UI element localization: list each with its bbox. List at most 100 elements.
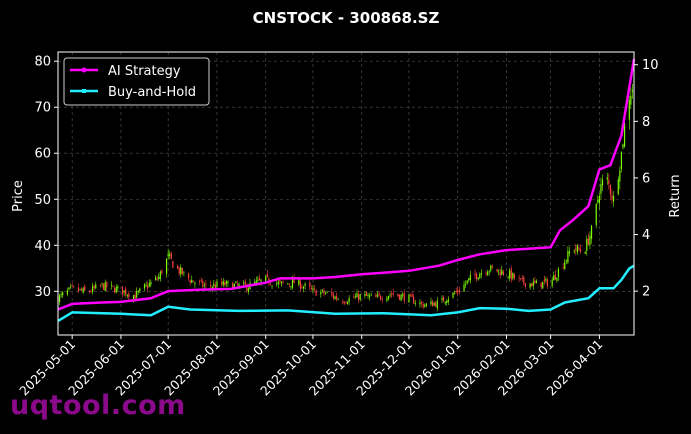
candle-body [441,297,443,300]
candle-body [291,279,294,289]
candle-body [92,286,94,292]
candle-body [214,284,216,288]
left-axis-ticks: 30 40 50 60 70 80 [34,55,58,300]
candle-body [477,277,479,280]
candle-body [342,301,344,304]
candle-body [66,290,69,295]
candle-body [277,282,279,285]
candle-body [608,179,610,185]
candle-body [309,282,311,287]
candle-body [310,287,312,289]
plot-frame [57,51,635,336]
candle-body [200,280,202,281]
candle-body [265,275,267,282]
candle-body [258,278,261,281]
candle-body [534,280,536,283]
candle-body [324,293,327,294]
return-lines [57,58,636,322]
candle-body [147,285,149,289]
candle-body [99,285,102,287]
candle-body [337,299,339,301]
candle-body [290,286,292,287]
y-tick-label: 50 [34,193,51,208]
candle-body [77,287,80,292]
candle-body [365,292,368,297]
candle-body [479,274,481,279]
candle-body [436,300,438,309]
candle-body [158,276,160,280]
candle-body [480,272,482,275]
candle-body [58,295,61,302]
candle-body [246,284,248,291]
candle-body [81,288,83,291]
candle-body [213,283,215,287]
candle-body [323,290,325,294]
candle-body [611,195,613,199]
candle-body [524,283,527,288]
candle-body [148,283,150,287]
candle-body [617,179,619,195]
candle-body [584,252,586,254]
candle-body [556,277,558,281]
candle-body [346,302,349,304]
candle-body [357,294,360,300]
candle-body [586,239,588,251]
candle-body [465,283,467,285]
candle-body [288,283,290,285]
legend-label-buy-and-hold: Buy-and-Hold [108,85,196,100]
candle-body [590,225,593,239]
candle-body [490,265,492,271]
candle-body [62,292,64,296]
candle-body [568,251,571,254]
candle-body [69,286,72,288]
candle-body [332,294,335,298]
legend-marker-buy-and-hold [82,89,86,93]
candle-body [466,280,468,284]
candle-body [235,281,237,283]
candle-body [469,275,471,281]
candle-body [487,271,489,276]
candle-body [452,292,454,298]
candle-body [128,293,130,298]
candle-body [126,294,128,296]
candle-body [458,290,460,292]
candle-body [191,279,193,283]
candle-body [422,304,424,308]
candle-body [589,235,591,246]
candle-body [501,270,503,275]
candle-body [233,283,235,288]
candle-body [156,278,158,280]
candle-body [225,281,227,285]
candle-body [222,281,224,286]
candle-body [255,280,257,284]
candle-body [95,284,97,289]
candle-body [211,287,213,289]
candle-body [455,291,457,293]
candle-body [112,285,114,287]
candle-body [134,294,136,299]
candle-body [389,294,391,296]
y2-tick-label: 2 [642,285,650,300]
candle-body [266,274,268,277]
candle-body [293,277,295,284]
candle-body [280,281,283,284]
candle-body [301,287,303,288]
candle-body [391,294,393,295]
candle-body [68,287,70,290]
candle-body [203,285,205,287]
candle-body [612,195,615,202]
candle-body [369,295,371,297]
candle-body [468,278,470,281]
series-line-ai-strategy [57,58,636,311]
candle-body [513,273,515,279]
candle-body [447,299,449,303]
candle-body [326,291,328,293]
candle-body [623,123,626,147]
candle-body [321,289,323,291]
candle-body [575,248,577,250]
candle-body [567,250,569,263]
candle-body [413,296,415,304]
y2-tick-label: 6 [642,171,650,186]
candle-body [257,279,259,281]
legend-box [63,57,210,106]
